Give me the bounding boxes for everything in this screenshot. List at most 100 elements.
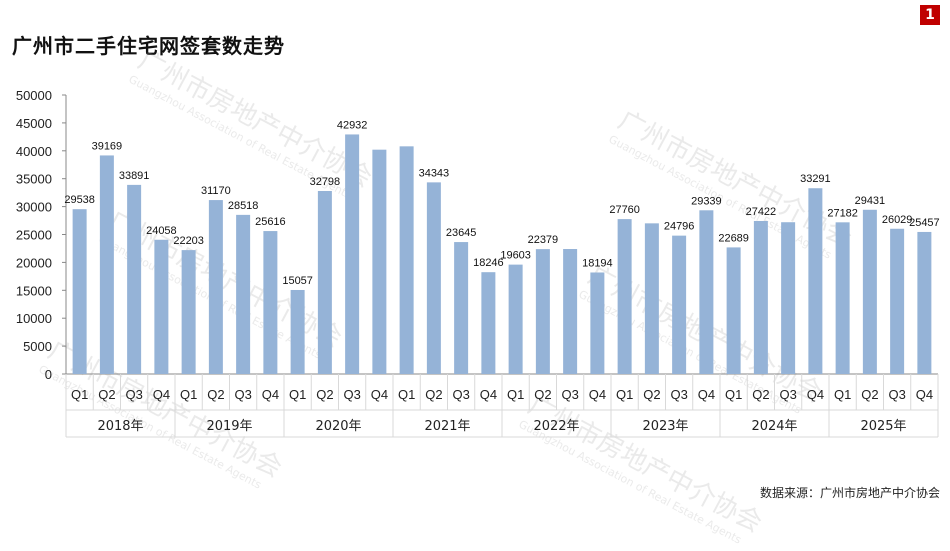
x-tick-label-year: 2022年	[533, 419, 579, 434]
bar	[236, 214, 251, 374]
data-label: 27422	[746, 206, 777, 218]
data-label: 27182	[827, 207, 858, 219]
y-tick-label: 30000	[16, 200, 52, 215]
x-tick-label-quarter: Q4	[371, 387, 388, 402]
bar	[454, 242, 469, 374]
x-tick-label-quarter: Q1	[834, 387, 851, 402]
x-tick-label-quarter: Q2	[534, 387, 551, 402]
x-tick-label-quarter: Q2	[207, 387, 224, 402]
x-tick-label-quarter: Q3	[125, 387, 142, 402]
y-tick-label: 40000	[16, 144, 52, 159]
y-tick-label: 50000	[16, 88, 52, 103]
y-tick-label: 45000	[16, 116, 52, 131]
x-tick-label-quarter: Q1	[725, 387, 742, 402]
y-tick-label: 20000	[16, 255, 52, 270]
data-label: 33291	[800, 173, 831, 185]
bar	[917, 231, 932, 374]
data-source-note: 数据来源：广州市房地产中介协会	[759, 486, 940, 500]
data-label: 22203	[173, 235, 204, 247]
bar	[808, 188, 823, 374]
y-tick-label: 15000	[16, 283, 52, 298]
x-tick-label-quarter: Q3	[561, 387, 578, 402]
bar	[372, 149, 387, 374]
page-number-badge: 1	[920, 5, 940, 25]
bar	[590, 272, 605, 374]
data-label: 22689	[718, 232, 749, 244]
x-tick-label-quarter: Q4	[916, 387, 933, 402]
y-tick-label: 0	[45, 367, 52, 382]
data-label: 29339	[691, 195, 722, 207]
x-tick-label-quarter: Q3	[779, 387, 796, 402]
data-label: 34343	[419, 167, 450, 179]
x-tick-label-quarter: Q1	[398, 387, 415, 402]
bar	[208, 200, 223, 374]
bar	[426, 182, 441, 374]
bar	[72, 209, 87, 374]
data-label: 25457	[909, 217, 940, 229]
x-tick-label-quarter: Q3	[670, 387, 687, 402]
data-label: 42932	[337, 119, 368, 131]
x-tick-label-quarter: Q2	[643, 387, 660, 402]
bar	[99, 155, 114, 374]
bar	[672, 235, 687, 374]
x-tick-label-quarter: Q4	[807, 387, 824, 402]
bar	[617, 219, 632, 374]
x-tick-label-quarter: Q1	[71, 387, 88, 402]
x-tick-label-quarter: Q4	[698, 387, 715, 402]
bar	[481, 272, 496, 374]
bar	[890, 228, 905, 374]
bar	[345, 134, 360, 374]
y-tick-label: 10000	[16, 311, 52, 326]
data-label: 31170	[201, 185, 231, 197]
x-tick-label-quarter: Q4	[480, 387, 497, 402]
data-label: 18246	[473, 257, 504, 269]
data-label: 23645	[446, 227, 477, 239]
x-tick-label-quarter: Q3	[452, 387, 469, 402]
x-tick-label-year: 2024年	[751, 419, 797, 434]
x-tick-label-quarter: Q1	[616, 387, 633, 402]
data-label: 22379	[528, 234, 559, 246]
data-label: 29431	[855, 195, 886, 207]
data-label: 25616	[255, 216, 286, 228]
x-tick-label-quarter: Q3	[888, 387, 905, 402]
x-tick-label-quarter: Q1	[180, 387, 197, 402]
bar	[317, 190, 332, 374]
data-label: 39169	[92, 140, 123, 152]
x-tick-label-quarter: Q1	[289, 387, 306, 402]
x-tick-label-quarter: Q3	[234, 387, 251, 402]
bar	[563, 249, 578, 374]
x-tick-label-quarter: Q2	[861, 387, 878, 402]
y-tick-label: 25000	[16, 228, 52, 243]
bar	[508, 264, 523, 374]
data-label: 33891	[119, 170, 150, 182]
bar	[862, 209, 877, 374]
x-tick-label-year: 2025年	[860, 419, 906, 434]
bar	[535, 249, 550, 374]
bar	[644, 223, 659, 374]
bar	[263, 231, 278, 374]
bar	[753, 220, 768, 374]
data-label: 24796	[664, 221, 695, 233]
data-label: 27760	[609, 204, 640, 216]
bar	[290, 289, 305, 374]
bar	[699, 210, 714, 374]
bar	[399, 146, 414, 374]
x-tick-label-year: 2023年	[642, 419, 688, 434]
data-label: 32798	[310, 176, 341, 188]
x-tick-label-quarter: Q2	[98, 387, 115, 402]
bar	[726, 247, 741, 374]
x-tick-label-year: 2019年	[206, 419, 252, 434]
x-tick-label-quarter: Q4	[262, 387, 279, 402]
bar	[181, 250, 196, 374]
x-tick-label-quarter: Q1	[507, 387, 524, 402]
x-tick-label-quarter: Q4	[589, 387, 606, 402]
x-tick-label-year: 2018年	[97, 419, 143, 434]
data-label: 28518	[228, 200, 259, 212]
x-tick-label-year: 2020年	[315, 419, 361, 434]
data-label: 19603	[500, 250, 531, 262]
data-label: 18194	[582, 257, 613, 269]
chart-title: 广州市二手住宅网签套数走势	[12, 34, 285, 58]
bar	[127, 184, 142, 374]
data-label: 15057	[282, 275, 313, 287]
data-label: 29538	[64, 194, 95, 206]
